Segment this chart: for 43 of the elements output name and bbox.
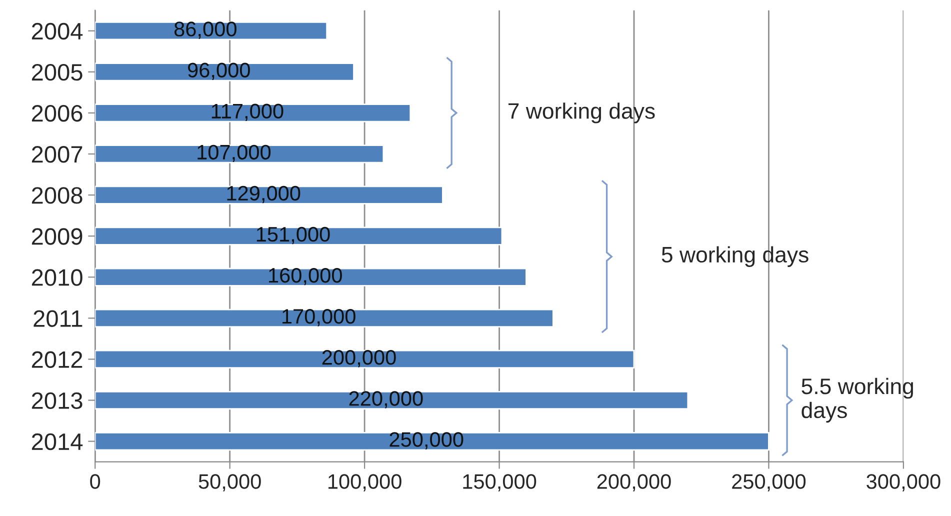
annotation: 7 working days — [508, 102, 655, 124]
data-label: 96,000 — [188, 62, 250, 80]
bar — [95, 390, 689, 410]
x-tick-label: 0 — [90, 474, 100, 489]
bar — [95, 186, 444, 204]
y-tick-label: 2010 — [32, 269, 82, 286]
data-label: 107,000 — [198, 144, 271, 162]
y-tick-label: 2005 — [32, 64, 82, 81]
data-label: 117,000 — [212, 104, 284, 121]
bar — [95, 62, 354, 82]
data-label: 86,000 — [174, 22, 236, 39]
data-label: 220,000 — [349, 391, 423, 408]
bar — [95, 144, 384, 164]
data-label: 151,000 — [256, 226, 330, 244]
data-label: 170,000 — [282, 309, 356, 326]
annotation: 5 working days — [662, 246, 808, 267]
data-label: 160,000 — [269, 268, 342, 286]
y-tick-label: 2012 — [32, 351, 82, 368]
y-tick-label: 2007 — [32, 146, 82, 163]
x-tick-label: 50,000 — [198, 474, 261, 492]
bar — [95, 22, 328, 40]
bar — [95, 308, 554, 328]
y-tick-label: 2006 — [32, 105, 82, 122]
annotation: 5.5 working days — [802, 378, 913, 423]
data-label: 129,000 — [227, 186, 300, 204]
data-label: 250,000 — [390, 432, 464, 450]
bar — [95, 104, 412, 122]
x-tick-label: 150,000 — [463, 474, 536, 492]
y-tick-label: 2011 — [34, 310, 82, 327]
bar — [95, 350, 635, 369]
x-tick-label: 250,000 — [732, 474, 806, 492]
bar — [95, 226, 503, 246]
y-tick-label: 2004 — [32, 22, 83, 40]
y-tick-label: 2008 — [32, 187, 82, 204]
y-tick-label: 2013 — [32, 392, 82, 410]
y-tick-label: 2009 — [32, 228, 82, 245]
x-tick-label: 200,000 — [597, 474, 671, 492]
bar — [95, 432, 770, 451]
y-tick-label: 2014 — [32, 433, 83, 450]
data-label: 200,000 — [322, 350, 396, 368]
x-tick-label: 100,000 — [328, 474, 402, 492]
x-tick-label: 300,000 — [866, 474, 940, 492]
bar — [95, 268, 527, 286]
